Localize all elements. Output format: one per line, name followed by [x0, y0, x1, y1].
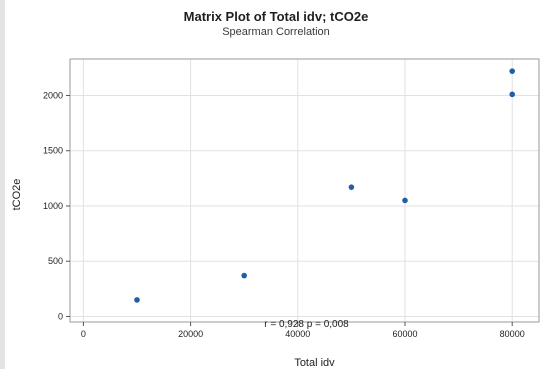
y-tick-label: 1000: [43, 201, 63, 211]
data-point: [509, 91, 515, 98]
plot-background: [70, 59, 539, 322]
x-tick-label: 0: [81, 329, 86, 339]
data-point: [509, 68, 515, 74]
data-point: [348, 184, 355, 190]
data-point: [402, 197, 408, 204]
chart-subtitle: Spearman Correlation: [222, 26, 330, 38]
plot-frame: [69, 58, 540, 323]
x-tick-label: 20000: [178, 329, 203, 339]
x-tick-label: 40000: [285, 329, 310, 339]
correlation-annotation: r = 0,928 p = 0,008: [264, 319, 349, 330]
chart-title: Matrix Plot of Total idv; tCO2e: [183, 9, 369, 24]
y-tick-label: 500: [48, 256, 63, 266]
y-tick-label: 2000: [43, 90, 63, 100]
y-axis-label: tCO2e: [11, 179, 23, 211]
y-tick-label: 1500: [43, 146, 63, 156]
y-tick-label: 0: [58, 311, 63, 321]
data-point: [134, 297, 140, 303]
x-tick-label: 60000: [392, 329, 417, 339]
data-point: [241, 272, 247, 279]
x-tick-label: 80000: [500, 329, 525, 339]
x-axis-label: Total idv: [294, 357, 335, 369]
window-edge: [0, 0, 5, 369]
